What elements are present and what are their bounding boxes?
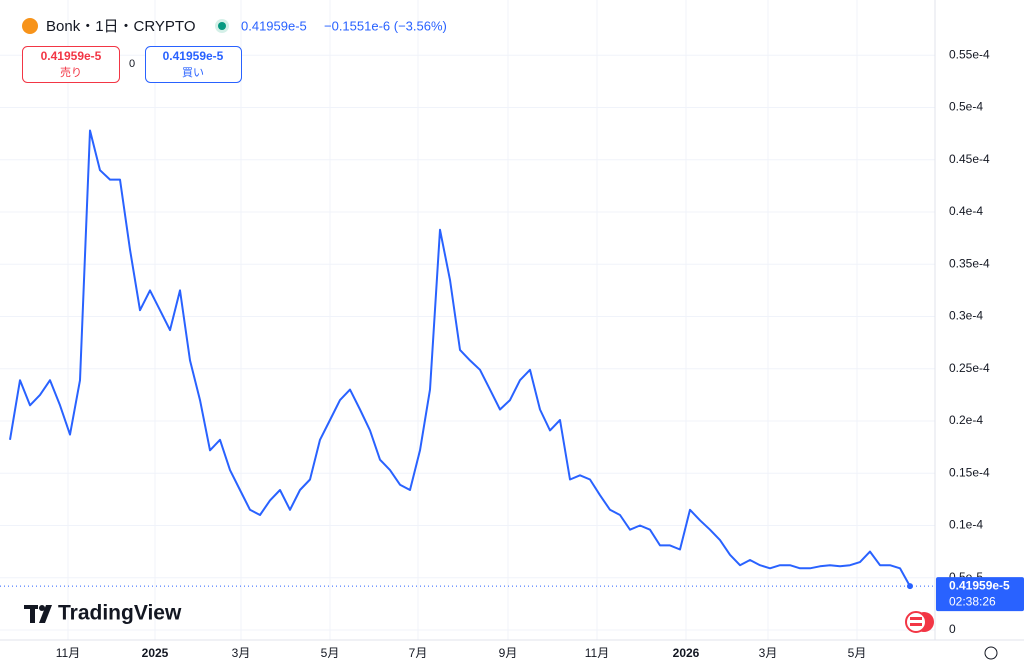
price-line bbox=[9, 129, 911, 587]
x-tick-label: 7月 bbox=[409, 646, 428, 660]
y-tick-label: 0.25e-4 bbox=[949, 361, 990, 375]
x-tick-label: 2025 bbox=[142, 646, 169, 660]
y-tick-label: 0.35e-4 bbox=[949, 256, 990, 270]
price-label-value: 0.41959e-5 bbox=[949, 578, 1010, 592]
x-tick-label: 11月 bbox=[585, 646, 609, 660]
x-tick-label: 11月 bbox=[56, 646, 80, 660]
y-tick-label: 0.5e-4 bbox=[949, 100, 983, 114]
y-tick-label: 0.45e-4 bbox=[949, 152, 990, 166]
symbol[interactable]: Bonk・1日・CRYPTO bbox=[46, 18, 196, 35]
x-tick-label: 3月 bbox=[759, 646, 778, 660]
symbol-icon bbox=[22, 18, 38, 34]
x-tick-label: 5月 bbox=[848, 646, 867, 660]
sell-button[interactable] bbox=[22, 46, 120, 83]
price-label-countdown: 02:38:26 bbox=[949, 594, 996, 608]
settings-button[interactable] bbox=[984, 646, 998, 660]
x-tick-label: 5月 bbox=[321, 646, 340, 660]
plot bbox=[0, 129, 935, 590]
y-tick-label: 0 bbox=[949, 622, 956, 636]
header-price: 0.41959e-5 bbox=[241, 18, 307, 33]
y-tick-label: 0.1e-4 bbox=[949, 518, 983, 532]
sell-label: 売り bbox=[60, 66, 82, 79]
buy-button[interactable] bbox=[145, 46, 242, 83]
grid: 00.5e-50.1e-40.15e-40.2e-40.25e-40.3e-40… bbox=[0, 0, 990, 660]
logo: TradingView bbox=[58, 602, 182, 625]
spread: 0 bbox=[129, 58, 135, 70]
x-tick-label: 3月 bbox=[232, 646, 251, 660]
y-tick-label: 0.4e-4 bbox=[949, 204, 983, 218]
price-label: 0.41959e-5 02:38:26 bbox=[936, 577, 1024, 612]
y-tick-label: 0.15e-4 bbox=[949, 465, 990, 479]
sell-price: 0.41959e-5 bbox=[41, 49, 102, 63]
header-change: −0.1551e-6 (−3.56%) bbox=[324, 18, 447, 33]
buy-price: 0.41959e-5 bbox=[163, 49, 224, 63]
x-tick-label: 2026 bbox=[673, 646, 700, 660]
price-label-box bbox=[936, 577, 1024, 612]
last-point bbox=[907, 583, 913, 590]
y-tick-label: 0.3e-4 bbox=[949, 309, 983, 323]
x-tick-label: 9月 bbox=[499, 646, 518, 660]
y-tick-label: 0.2e-4 bbox=[949, 413, 983, 427]
status-dot bbox=[218, 22, 226, 30]
flag-icon bbox=[905, 611, 934, 633]
logo-mark bbox=[24, 605, 52, 623]
y-tick-label: 0.55e-4 bbox=[949, 47, 990, 61]
buy-label: 買い bbox=[182, 66, 204, 79]
